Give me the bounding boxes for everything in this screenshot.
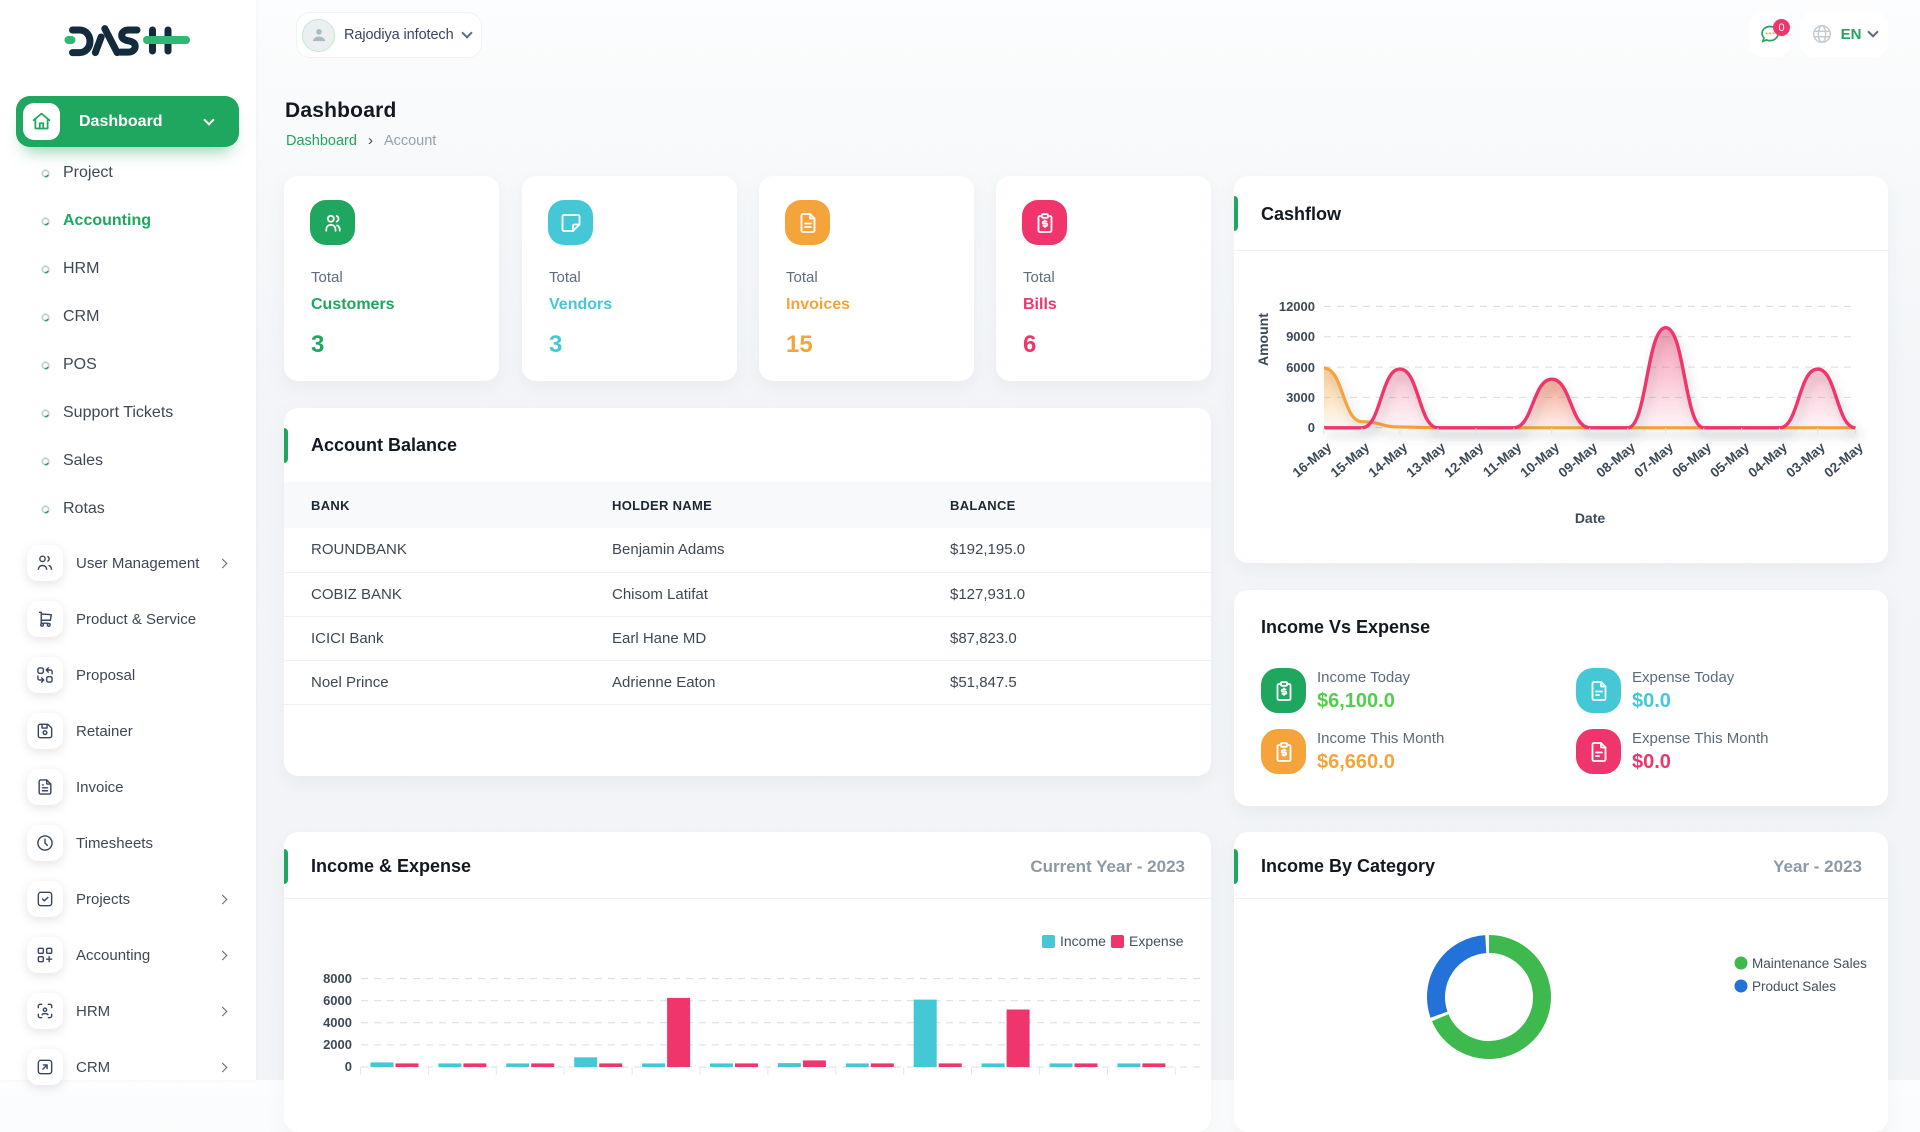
svg-text:6000: 6000	[323, 993, 352, 1008]
svg-text:09-May: 09-May	[1555, 439, 1600, 480]
svg-text:Date: Date	[1575, 510, 1606, 526]
svg-text:6000: 6000	[1286, 360, 1315, 375]
svg-text:07-May: 07-May	[1631, 439, 1676, 480]
svg-text:Amount: Amount	[1255, 313, 1271, 366]
svg-text:12000: 12000	[1279, 299, 1315, 314]
svg-text:0: 0	[345, 1059, 352, 1074]
svg-text:Product Sales: Product Sales	[1752, 979, 1836, 994]
svg-text:9000: 9000	[1286, 329, 1315, 344]
svg-text:8000: 8000	[323, 971, 352, 986]
svg-text:03-May: 03-May	[1783, 439, 1828, 480]
svg-text:2000: 2000	[323, 1037, 352, 1052]
svg-text:12-May: 12-May	[1442, 439, 1487, 480]
svg-text:08-May: 08-May	[1593, 439, 1638, 480]
svg-text:10-May: 10-May	[1517, 439, 1562, 480]
svg-text:3000: 3000	[1286, 390, 1315, 405]
svg-text:Income: Income	[1060, 933, 1106, 949]
svg-text:0: 0	[1308, 420, 1315, 435]
svg-text:16-May: 16-May	[1290, 439, 1335, 480]
svg-text:05-May: 05-May	[1707, 439, 1752, 480]
svg-text:Expense: Expense	[1129, 933, 1184, 949]
svg-text:13-May: 13-May	[1404, 439, 1449, 480]
svg-text:15-May: 15-May	[1328, 439, 1373, 480]
svg-text:04-May: 04-May	[1745, 439, 1790, 480]
svg-text:4000: 4000	[323, 1015, 352, 1030]
svg-text:Maintenance Sales: Maintenance Sales	[1752, 956, 1867, 971]
svg-text:06-May: 06-May	[1669, 439, 1714, 480]
svg-text:14-May: 14-May	[1366, 439, 1411, 480]
svg-text:11-May: 11-May	[1480, 439, 1525, 480]
svg-text:02-May: 02-May	[1821, 439, 1866, 480]
